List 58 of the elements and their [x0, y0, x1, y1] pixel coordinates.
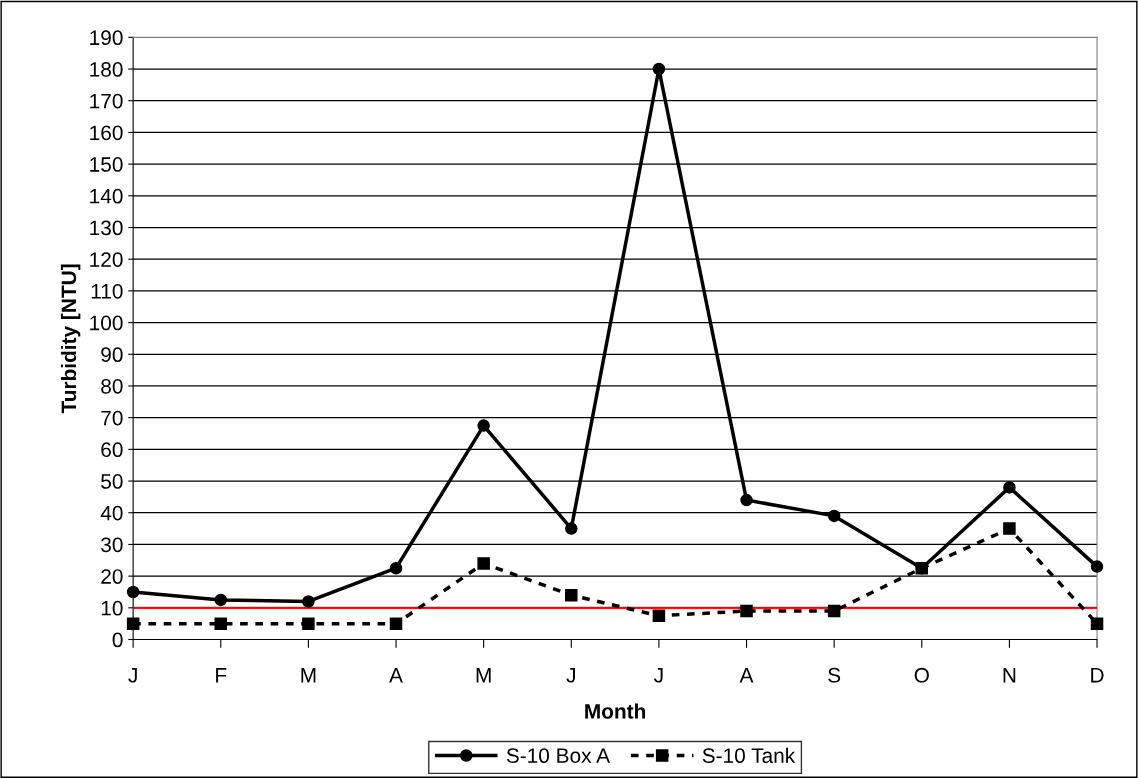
point	[565, 588, 578, 602]
point	[1090, 617, 1104, 630]
x-tick-label: F	[216, 668, 227, 683]
x-tick-label: J	[654, 668, 663, 683]
y-tick-label: 90	[101, 347, 123, 363]
x-tick-label: M	[476, 668, 491, 683]
point	[477, 557, 490, 570]
y-tick-label: 140	[90, 188, 123, 204]
x-axis-title: Month	[585, 703, 646, 719]
x-tick-label: J	[566, 668, 575, 683]
x-tick-label: N	[1003, 668, 1016, 683]
point	[652, 62, 666, 76]
point	[477, 419, 490, 432]
y-tick-label: 180	[90, 62, 123, 77]
y-tick-label: 20	[101, 569, 123, 584]
point	[1090, 560, 1104, 573]
point	[827, 509, 841, 523]
x-tick-label: O	[914, 667, 929, 683]
y-tick-label: 100	[90, 315, 123, 331]
point	[389, 617, 403, 630]
legend-label: S-10 Box A	[506, 748, 611, 764]
y-tick-label: 70	[101, 410, 123, 426]
point	[740, 604, 753, 618]
point	[214, 593, 228, 607]
y-axis-title: Turbidity [NTU]	[60, 264, 81, 414]
y-tick-label: 130	[90, 220, 123, 236]
x-tick-label: A	[739, 668, 754, 683]
x-tick-label: J	[128, 668, 137, 683]
legend-label: S-10 Tank	[702, 747, 796, 764]
point	[214, 617, 228, 630]
x-tick-label: A	[389, 668, 403, 683]
point	[126, 617, 140, 630]
y-tick-label: 80	[101, 378, 123, 394]
point	[389, 561, 403, 575]
y-tick-label: 60	[101, 442, 123, 458]
point	[1003, 522, 1016, 535]
point	[302, 595, 315, 608]
y-tick-label: 40	[100, 505, 123, 521]
x-tick-label: S	[828, 667, 841, 683]
y-tick-label: 50	[101, 474, 123, 489]
y-tick-label: 120	[90, 252, 123, 267]
x-tick-label: M	[301, 668, 316, 683]
y-tick-label: 150	[90, 157, 123, 172]
y-tick-label: 160	[90, 125, 123, 141]
point	[1003, 481, 1016, 494]
y-tick-label: 10	[101, 600, 123, 616]
y-tick-label: 110	[91, 283, 123, 299]
point	[126, 585, 140, 599]
point	[652, 609, 666, 622]
point	[302, 617, 315, 630]
y-tick-label: 30	[101, 537, 123, 553]
y-tick-label: 170	[90, 93, 123, 109]
point	[740, 493, 753, 507]
point	[827, 604, 841, 618]
y-tick-label: 0	[112, 632, 123, 648]
point	[565, 522, 578, 535]
y-tick-label: 190	[90, 30, 123, 46]
x-tick-label: D	[1091, 668, 1104, 683]
